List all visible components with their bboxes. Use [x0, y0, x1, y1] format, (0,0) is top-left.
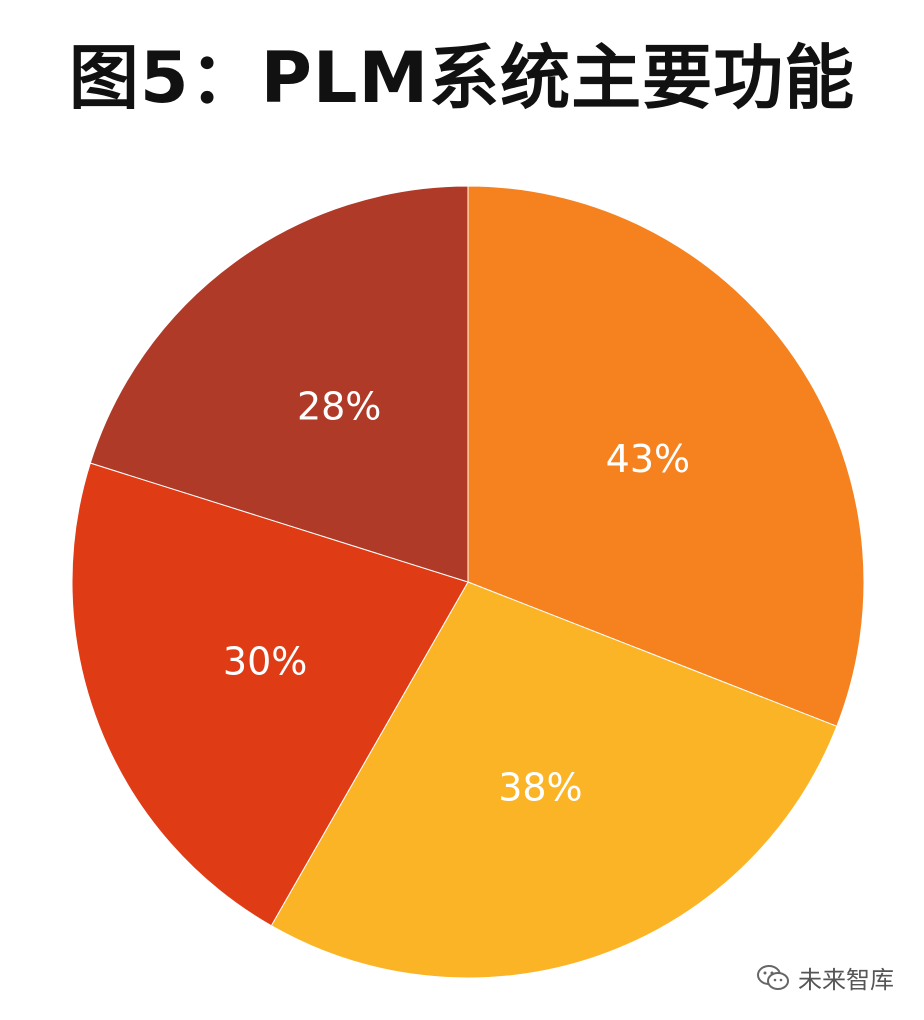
chart-title: 图5：PLM系统主要功能 [68, 37, 856, 119]
pie-slice-1 [270, 581, 838, 979]
wechat-icon [757, 964, 789, 990]
pie-labels: 43% 38% 30% 28% [223, 384, 690, 809]
pie-label-2: 30% [223, 639, 307, 683]
pie-slice-3 [89, 185, 469, 583]
pie-label-0: 43% [606, 437, 690, 481]
pie-label-1: 38% [498, 765, 582, 809]
watermark-text: 未来智库 [798, 966, 894, 994]
pie-slices [71, 185, 865, 979]
pie-label-3: 28% [297, 384, 381, 428]
watermark: 未来智库 [756, 960, 894, 995]
pie-slice-2 [71, 462, 469, 927]
pie-slice-0 [467, 185, 865, 727]
